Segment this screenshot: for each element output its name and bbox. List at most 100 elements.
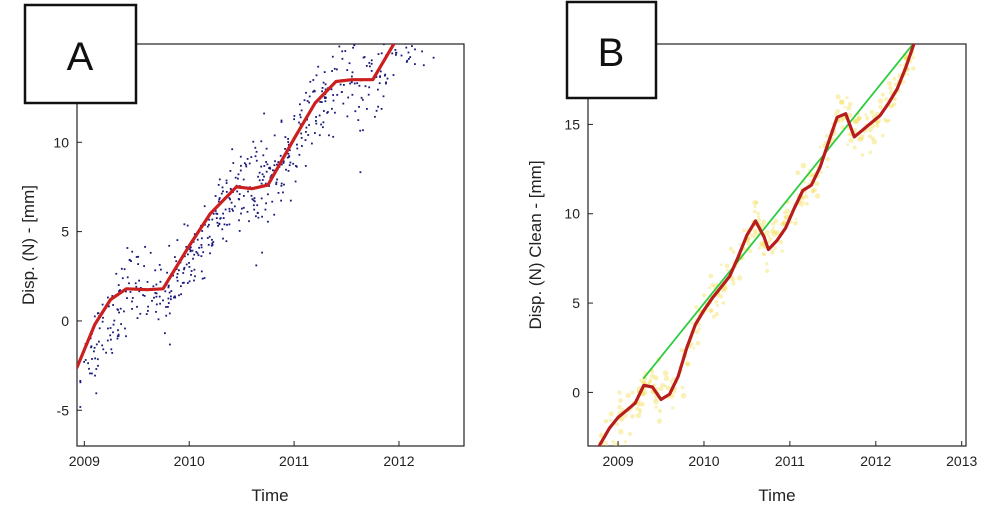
scatter-point [261, 251, 263, 254]
scatter-point [138, 290, 141, 293]
band-point [838, 99, 844, 105]
scatter-point [288, 164, 291, 167]
x-tick-label: 2010 [174, 453, 205, 469]
scatter-point [370, 70, 373, 72]
panel-a-scatter-points [79, 6, 437, 408]
scatter-point [396, 27, 398, 29]
scatter-point [167, 286, 170, 289]
scatter-point [119, 307, 122, 310]
scatter-point [248, 220, 250, 223]
band-point [630, 413, 635, 419]
scatter-point [333, 67, 336, 70]
scatter-point [260, 182, 263, 185]
scatter-point [435, 18, 437, 20]
scatter-point [190, 270, 193, 272]
band-point [599, 434, 604, 439]
scatter-point [167, 302, 170, 304]
band-point [728, 246, 734, 251]
band-point [875, 120, 879, 125]
scatter-point [216, 213, 219, 215]
scatter-point [287, 170, 290, 172]
scatter-point [324, 100, 327, 103]
scatter-point [280, 184, 283, 187]
band-point [770, 250, 775, 255]
scatter-point [404, 20, 406, 22]
band-point [680, 393, 687, 399]
scatter-point [155, 303, 158, 306]
scatter-point [200, 255, 203, 257]
band-point [752, 200, 758, 206]
band-point [780, 249, 784, 253]
band-point [635, 406, 640, 412]
scatter-point [159, 302, 161, 305]
band-point [888, 105, 892, 109]
band-point [852, 119, 858, 125]
band-point [654, 405, 658, 409]
band-point [694, 329, 700, 335]
band-point [906, 72, 910, 76]
band-point [721, 288, 726, 293]
scatter-point [112, 331, 114, 334]
scatter-point [107, 296, 109, 299]
band-point [860, 153, 865, 157]
scatter-point [203, 277, 206, 279]
scatter-point [157, 318, 160, 321]
band-point [893, 82, 898, 87]
band-point [893, 97, 897, 101]
scatter-point [351, 93, 354, 96]
band-point [818, 145, 822, 149]
band-point [709, 309, 713, 313]
scatter-point [252, 204, 255, 207]
scatter-point [145, 313, 148, 315]
scatter-point [401, 42, 403, 44]
scatter-point [222, 190, 224, 193]
scatter-point [128, 258, 131, 261]
scatter-point [193, 233, 196, 235]
band-point [845, 96, 849, 100]
band-point [884, 119, 889, 124]
scatter-point [432, 56, 435, 59]
band-point [852, 145, 857, 150]
band-point [630, 390, 635, 395]
scatter-point [279, 154, 282, 157]
band-point [617, 390, 622, 395]
band-point [617, 404, 622, 410]
scatter-point [280, 119, 283, 122]
scatter-point [433, 6, 435, 8]
scatter-point [97, 364, 99, 367]
scatter-point [416, 39, 418, 41]
scatter-point [299, 123, 302, 126]
scatter-point [84, 359, 87, 361]
scatter-point [229, 198, 231, 201]
scatter-point [197, 254, 200, 257]
scatter-point [293, 115, 296, 117]
scatter-point [176, 273, 179, 275]
scatter-point [189, 248, 191, 251]
band-point [814, 181, 820, 187]
scatter-point [116, 337, 119, 340]
band-point [846, 143, 850, 147]
scatter-point [299, 103, 301, 106]
scatter-point [405, 46, 408, 49]
panel-b-plot-frame [587, 43, 967, 447]
scatter-point [380, 52, 383, 55]
scatter-point [117, 284, 120, 286]
scatter-point [358, 84, 361, 87]
scatter-point [242, 206, 245, 209]
band-point [903, 56, 908, 61]
scatter-point [238, 193, 241, 195]
scatter-point [418, 25, 420, 27]
scatter-point [332, 99, 335, 102]
band-point [708, 286, 712, 290]
band-point [671, 377, 675, 381]
scatter-point [115, 272, 118, 275]
scatter-point [384, 74, 386, 77]
band-point [811, 190, 815, 194]
scatter-point [121, 277, 124, 280]
scatter-point [360, 96, 363, 99]
scatter-point [413, 29, 415, 31]
band-point [749, 233, 752, 236]
scatter-point [201, 277, 204, 280]
scatter-point [330, 88, 333, 91]
x-tick-label: 2012 [383, 453, 414, 469]
